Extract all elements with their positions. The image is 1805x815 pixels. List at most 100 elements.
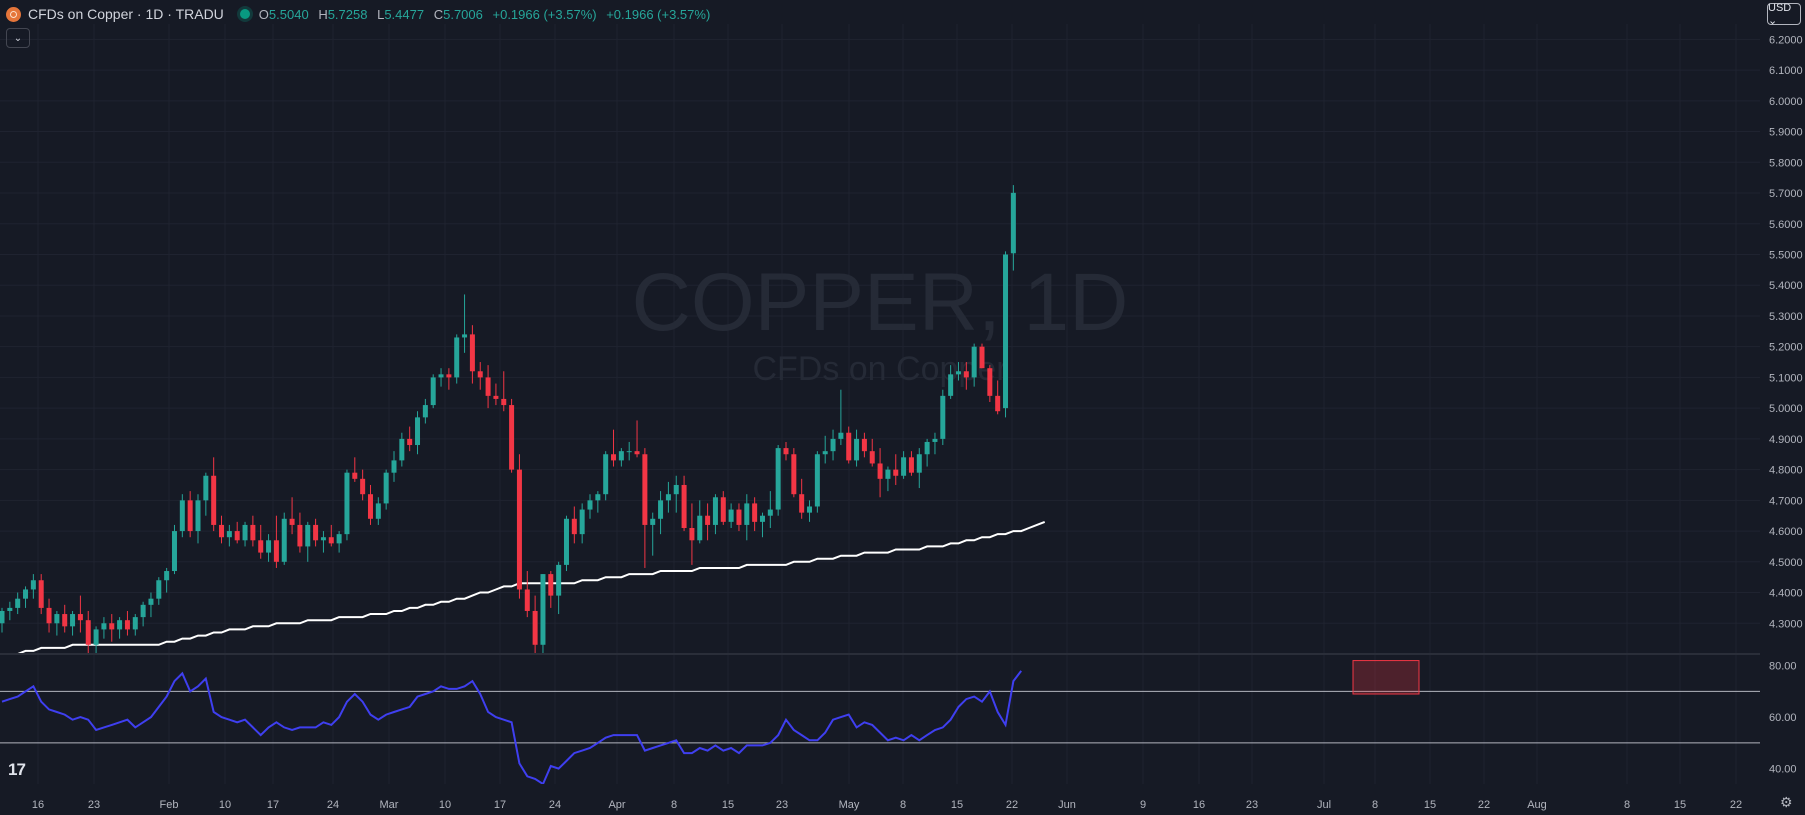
candle[interactable] <box>399 432 405 467</box>
candle[interactable] <box>156 577 162 605</box>
candle[interactable] <box>226 524 232 547</box>
candle[interactable] <box>493 383 499 406</box>
collapse-legend-button[interactable]: ⌄ <box>6 28 30 48</box>
candle[interactable] <box>93 626 99 654</box>
ma-line[interactable] <box>2 520 1046 660</box>
candle[interactable] <box>854 429 860 467</box>
candle[interactable] <box>477 362 483 390</box>
candle[interactable] <box>524 571 530 618</box>
candle[interactable] <box>485 365 491 409</box>
symbol-title[interactable]: CFDs on Copper · 1D · TRADU <box>28 6 224 22</box>
candle[interactable] <box>618 448 624 467</box>
candle[interactable] <box>313 518 319 547</box>
candle[interactable] <box>650 512 656 556</box>
candle[interactable] <box>563 515 569 572</box>
market-status-icon[interactable] <box>239 9 250 19</box>
candle[interactable] <box>822 435 828 464</box>
candle[interactable] <box>501 371 507 412</box>
candle[interactable] <box>187 491 193 538</box>
candle[interactable] <box>367 484 373 525</box>
candle[interactable] <box>516 454 522 599</box>
candle[interactable] <box>791 448 797 498</box>
candle[interactable] <box>893 454 899 485</box>
candle[interactable] <box>211 457 217 532</box>
candle[interactable] <box>689 503 695 565</box>
candle[interactable] <box>940 389 946 446</box>
candle[interactable] <box>767 491 773 528</box>
candle[interactable] <box>148 592 154 618</box>
candle[interactable] <box>987 365 993 402</box>
candle[interactable] <box>297 512 303 553</box>
candle[interactable] <box>908 451 914 476</box>
candle[interactable] <box>556 561 562 615</box>
candle[interactable] <box>203 472 209 516</box>
candle[interactable] <box>932 432 938 455</box>
candle[interactable] <box>242 521 248 547</box>
candle[interactable] <box>838 389 844 446</box>
candle[interactable] <box>1003 251 1009 418</box>
candle[interactable] <box>861 432 867 458</box>
candle[interactable] <box>234 521 240 544</box>
candle[interactable] <box>611 429 617 467</box>
candle[interactable] <box>454 334 460 384</box>
candle[interactable] <box>344 469 350 541</box>
candle[interactable] <box>258 524 264 559</box>
candle[interactable] <box>195 494 201 544</box>
candle[interactable] <box>328 524 334 547</box>
candle[interactable] <box>916 448 922 489</box>
candle[interactable] <box>595 491 601 513</box>
candle[interactable] <box>626 441 632 461</box>
candle[interactable] <box>885 466 891 492</box>
candle[interactable] <box>799 478 805 519</box>
candle[interactable] <box>924 438 930 467</box>
candle[interactable] <box>681 475 687 532</box>
rsi-line[interactable] <box>1 670 1022 784</box>
candle[interactable] <box>587 494 593 519</box>
candle[interactable] <box>164 567 170 593</box>
candle[interactable] <box>509 398 515 473</box>
candle[interactable] <box>955 362 961 381</box>
copper-symbol-icon[interactable] <box>6 6 21 22</box>
candle[interactable] <box>744 494 750 541</box>
candle[interactable] <box>697 500 703 544</box>
candle[interactable] <box>171 524 177 575</box>
candle[interactable] <box>446 368 452 390</box>
candle[interactable] <box>712 494 718 535</box>
candle[interactable] <box>336 531 342 553</box>
candle[interactable] <box>658 491 664 535</box>
tradingview-logo[interactable]: 17 <box>8 760 26 779</box>
candle[interactable] <box>62 604 68 633</box>
candle[interactable] <box>7 601 13 621</box>
candle[interactable] <box>117 617 123 639</box>
gear-icon[interactable]: ⚙ <box>1780 794 1793 810</box>
candle[interactable] <box>430 374 436 409</box>
candle[interactable] <box>23 586 29 608</box>
candle[interactable] <box>775 445 781 516</box>
candle[interactable] <box>665 481 671 513</box>
candle[interactable] <box>759 512 765 538</box>
candle[interactable] <box>15 592 21 615</box>
candle[interactable] <box>179 494 185 538</box>
candle[interactable] <box>140 601 146 627</box>
candle[interactable] <box>101 617 107 639</box>
candle[interactable] <box>869 438 875 467</box>
candle[interactable] <box>438 368 444 387</box>
candle[interactable] <box>46 598 52 633</box>
candle[interactable] <box>783 441 789 461</box>
highlight-box[interactable] <box>1352 660 1420 695</box>
candle[interactable] <box>548 571 554 608</box>
candle[interactable] <box>540 574 546 654</box>
candle[interactable] <box>995 380 1001 415</box>
candle[interactable] <box>846 426 852 464</box>
candle[interactable] <box>814 451 820 513</box>
candle[interactable] <box>752 497 758 532</box>
candle[interactable] <box>289 497 295 535</box>
candle[interactable] <box>77 595 83 633</box>
candle[interactable] <box>375 497 381 525</box>
currency-button[interactable]: USD ⌄ <box>1767 2 1801 27</box>
candle[interactable] <box>901 451 907 479</box>
candle[interactable] <box>971 343 977 387</box>
candle[interactable] <box>391 451 397 482</box>
candle[interactable] <box>963 362 969 390</box>
candle[interactable] <box>54 610 60 636</box>
